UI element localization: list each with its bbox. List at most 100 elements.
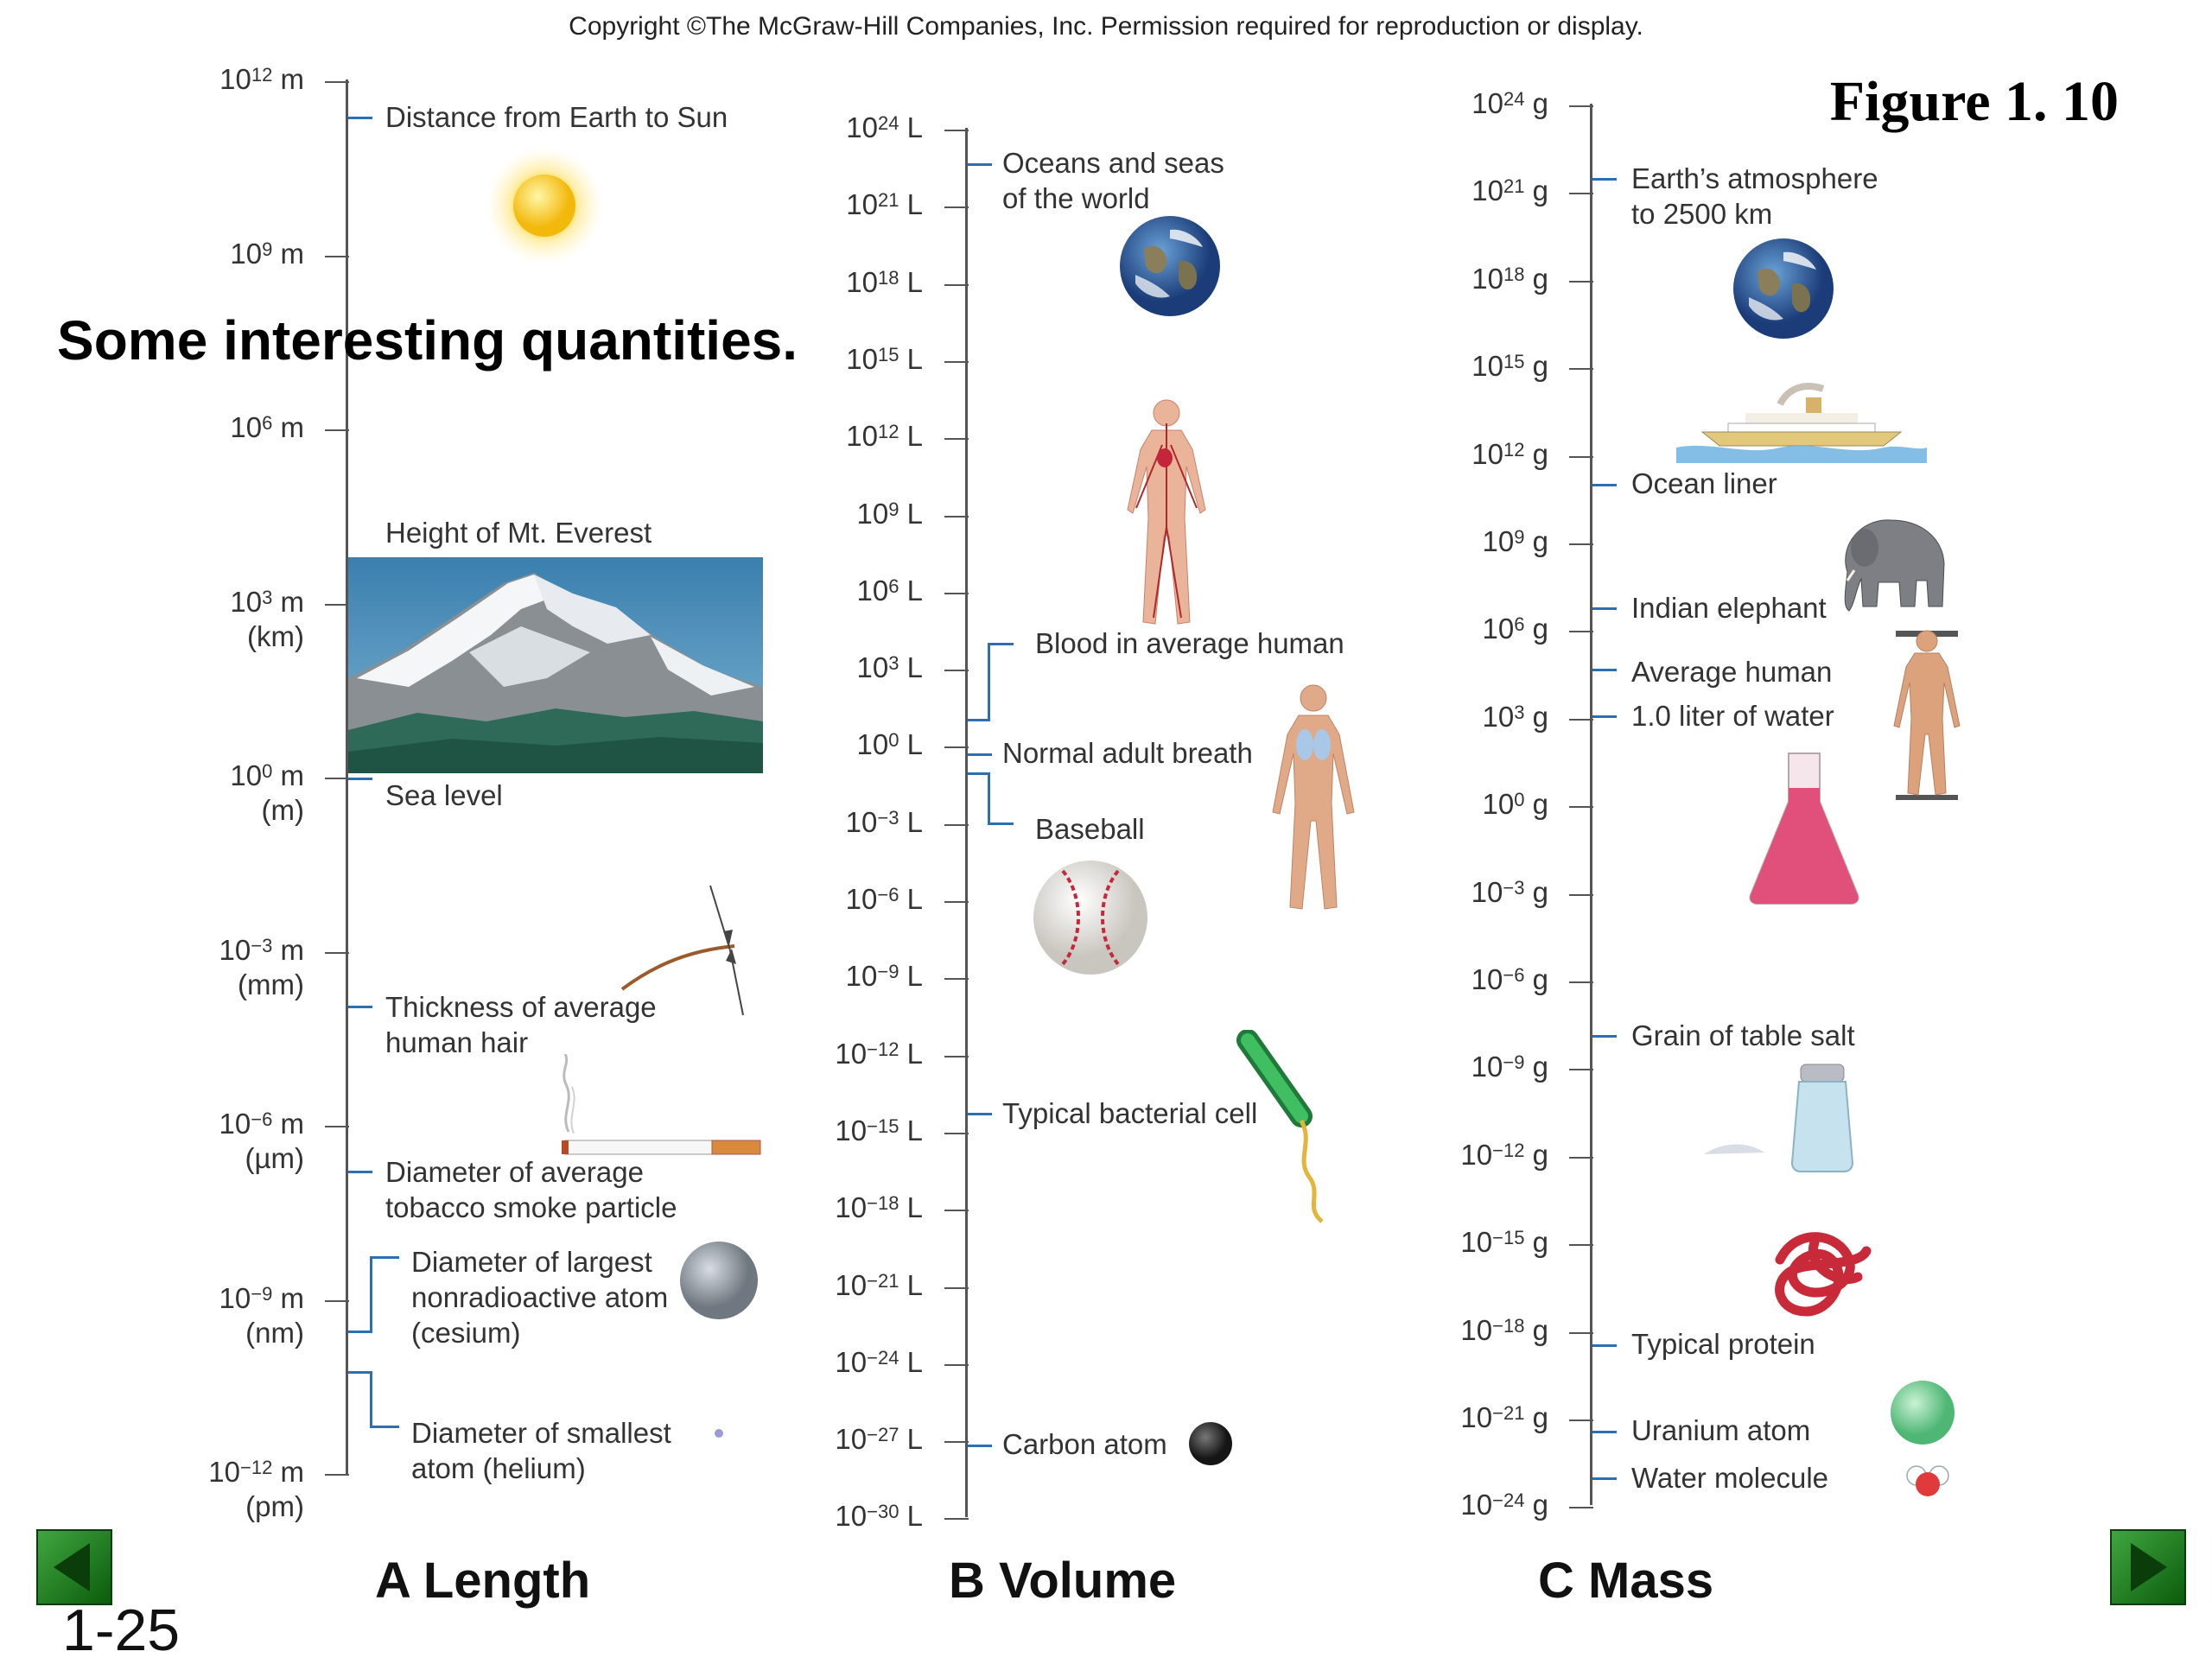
tick-label: 10−6 g (1471, 963, 1548, 995)
annotation-sea-level: Sea level (385, 779, 503, 811)
annotation-breath: Normal adult breath (1002, 737, 1253, 769)
marker-elephant (1592, 607, 1617, 610)
earth-atmosphere-globe-icon (1733, 238, 1834, 339)
breathing-human-icon (1272, 684, 1355, 910)
standing-human-icon (1893, 630, 1961, 800)
axis-tick (944, 206, 969, 209)
marker-sun (348, 117, 372, 119)
tick-sublabel: (mm) (238, 968, 304, 1000)
triangle-left-icon (54, 1543, 90, 1591)
annotation-cesium-line3: (cesium) (411, 1317, 521, 1349)
annotation-carbon: Carbon atom (1002, 1428, 1167, 1460)
annotation-salt: Grain of table salt (1631, 1019, 1855, 1051)
tick-label: 1012 m (219, 63, 304, 95)
axis-tick (944, 978, 969, 981)
water-flask-icon (1749, 753, 1859, 905)
axis-tick (1569, 1331, 1593, 1334)
axis-tick (325, 778, 349, 779)
axis-tick (325, 951, 349, 954)
ocean-liner-icon (1676, 383, 1927, 463)
axis-tick (325, 603, 349, 606)
annotation-sun: Distance from Earth to Sun (385, 101, 728, 133)
annotation-baseball: Baseball (1035, 813, 1145, 845)
marker-atmosphere (1592, 178, 1617, 181)
marker-protein (1592, 1344, 1617, 1347)
marker-water (1592, 715, 1617, 718)
marker-breath (968, 753, 992, 756)
axis-tick (1569, 105, 1593, 107)
tick-label: 1018 L (846, 265, 923, 298)
mass-axis-title: C Mass (1538, 1553, 1714, 1609)
volume-axis-title: B Volume (949, 1553, 1177, 1609)
annotation-smoke-line1: Diameter of average (385, 1156, 644, 1188)
tick-label: 10−12 m (208, 1456, 304, 1488)
axis-tick (1569, 543, 1593, 545)
axis-tick (1569, 1069, 1593, 1071)
tick-label: 1012 L (846, 420, 923, 453)
tick-label: 1018 g (1471, 262, 1548, 295)
bracket-cesium-vertical (370, 1256, 372, 1333)
mass-axis-line (1590, 104, 1592, 1505)
length-axis-line (346, 79, 348, 1474)
axis-tick (944, 1210, 969, 1212)
marker-sea-level (348, 778, 372, 780)
cigarette-icon (562, 1054, 761, 1155)
tick-sublabel: (µm) (245, 1142, 304, 1174)
tick-label: 10−9 L (845, 960, 923, 993)
tick-label: 1012 g (1471, 437, 1548, 470)
annotation-atmosphere-line2: to 2500 km (1631, 198, 1773, 230)
length-axis-title: A Length (375, 1553, 591, 1609)
annotation-hair-line1: Thickness of average (385, 991, 657, 1023)
human-hair-icon (620, 885, 744, 1016)
axis-tick (944, 1055, 969, 1057)
tick-label: 1024 g (1471, 87, 1548, 119)
circulatory-human-icon (1127, 399, 1206, 625)
tick-label: 100 m (230, 759, 304, 791)
annotation-hair-line2: human hair (385, 1026, 529, 1058)
axis-tick (944, 1363, 969, 1366)
bracket-helium-bottom (370, 1426, 399, 1428)
tick-label: 10−9 g (1471, 1051, 1548, 1083)
salt-shaker-icon (1704, 1064, 1854, 1172)
annotation-cesium-line2: nonradioactive atom (411, 1281, 669, 1313)
tick-label: 109 m (230, 237, 304, 270)
earth-globe-icon (1120, 216, 1220, 316)
tick-label: 109 L (856, 497, 924, 530)
bracket-baseball-vertical (988, 772, 990, 825)
bracket-cesium-top (370, 1256, 399, 1259)
annotation-everest: Height of Mt. Everest (385, 517, 652, 549)
tick-label: 100 L (856, 728, 924, 761)
axis-tick (944, 901, 969, 903)
annotation-uranium: Uranium atom (1631, 1414, 1811, 1446)
triangle-right-icon (2131, 1543, 2167, 1591)
tick-label: 10−30 L (835, 1500, 923, 1533)
axis-tick (944, 1286, 969, 1289)
baseball-icon (1033, 861, 1147, 975)
previous-slide-button[interactable] (36, 1529, 112, 1605)
tick-label: 10−9 m (219, 1281, 304, 1314)
annotation-oceans-line2: of the world (1002, 182, 1150, 214)
tick-sublabel: (pm) (245, 1490, 304, 1522)
mount-everest-image (348, 557, 763, 773)
annotation-oceans-line1: Oceans and seas (1002, 147, 1224, 179)
elephant-icon (1844, 519, 1945, 612)
axis-tick (944, 360, 969, 363)
axis-tick (944, 670, 969, 672)
axis-tick (1569, 368, 1593, 371)
tick-label: 10−21 g (1460, 1401, 1548, 1433)
slide-title: Some interesting quantities. (57, 309, 798, 372)
next-slide-button[interactable] (2110, 1529, 2186, 1605)
marker-carbon (968, 1445, 992, 1447)
tick-label: 1015 g (1471, 350, 1548, 383)
sun-icon (486, 147, 603, 264)
axis-tick (325, 1299, 349, 1302)
annotation-bacteria: Typical bacterial cell (1002, 1097, 1258, 1129)
tick-label: 106 L (856, 574, 924, 607)
tick-label: 10−24 L (835, 1345, 923, 1378)
axis-tick (1569, 1244, 1593, 1247)
marker-ocean-liner (1592, 484, 1617, 486)
annotation-atmosphere-line1: Earth’s atmosphere (1631, 162, 1878, 194)
marker-salt (1592, 1035, 1617, 1038)
tick-label: 10−12 g (1460, 1138, 1548, 1171)
annotation-blood: Blood in average human (1035, 627, 1344, 659)
